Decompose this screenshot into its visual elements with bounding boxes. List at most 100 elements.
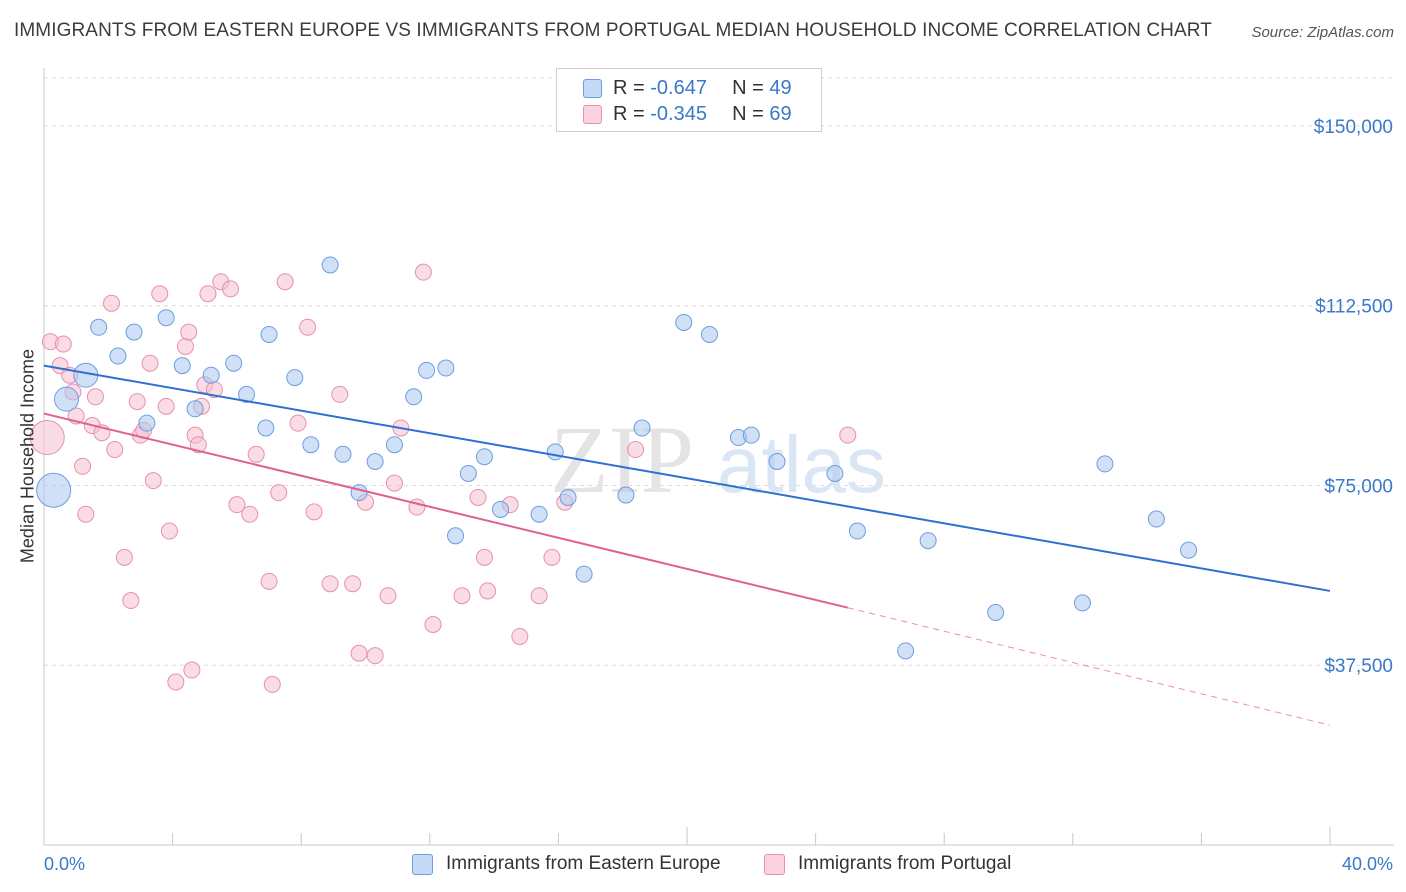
data-point-eastern-europe <box>742 426 760 444</box>
stats-pink-n-value: 69 <box>769 103 792 125</box>
trend-line-eastern-europe <box>43 364 1331 592</box>
data-point-portugal <box>160 522 178 540</box>
data-point-portugal <box>453 587 471 605</box>
data-point-portugal <box>157 397 175 415</box>
axes <box>43 68 1394 846</box>
data-point-eastern-europe <box>1096 455 1114 473</box>
data-point-eastern-europe <box>157 309 175 327</box>
data-point-eastern-europe <box>987 604 1005 622</box>
data-point-portugal <box>54 335 72 353</box>
stats-blue-n-label: N = <box>732 77 764 99</box>
x-tick-label: 0.0% <box>44 854 85 874</box>
data-point-eastern-europe <box>350 484 368 502</box>
stats-pink-n-label: N = <box>732 103 764 125</box>
data-point-portugal <box>241 505 259 523</box>
data-point-portugal <box>228 496 246 514</box>
trend-lines <box>43 364 1331 726</box>
data-point-eastern-europe <box>1073 594 1091 612</box>
stats-blue-r-value: -0.647 <box>650 77 707 99</box>
chart-title: IMMIGRANTS FROM EASTERN EUROPE VS IMMIGR… <box>14 20 1212 41</box>
data-point-portugal <box>77 505 95 523</box>
legend-label-portugal: Immigrants from Portugal <box>798 853 1012 874</box>
data-point-eastern-europe <box>225 354 243 372</box>
stats-blue-n-value: 49 <box>769 77 792 99</box>
data-point-portugal <box>29 420 65 456</box>
data-point-portugal <box>115 548 133 566</box>
data-point-eastern-europe <box>701 325 719 343</box>
data-point-portugal <box>74 457 92 475</box>
data-point-portugal <box>221 280 239 298</box>
data-point-eastern-europe <box>559 488 577 506</box>
tick-labels: $37,500 $75,000 $112,500 $150,000 0.0% 40.0% <box>44 117 1393 874</box>
stats-swatch-pink <box>583 105 602 124</box>
data-point-portugal <box>344 575 362 593</box>
data-point-portugal <box>379 587 397 605</box>
data-point-portugal <box>530 587 548 605</box>
stats-pink-r-value: -0.345 <box>650 103 707 125</box>
data-point-portugal <box>106 441 124 459</box>
data-point-eastern-europe <box>492 500 510 518</box>
data-point-eastern-europe <box>54 386 80 412</box>
data-point-portugal <box>289 414 307 432</box>
data-point-portugal <box>424 615 442 633</box>
data-point-portugal <box>543 548 561 566</box>
data-point-portugal <box>276 273 294 291</box>
data-point-eastern-europe <box>1147 510 1165 528</box>
data-point-eastern-europe <box>575 565 593 583</box>
data-point-portugal <box>469 488 487 506</box>
data-point-eastern-europe <box>418 361 436 379</box>
data-point-eastern-europe <box>321 256 339 274</box>
stats-swatch-blue <box>583 79 602 98</box>
y-tick-label: $75,000 <box>1324 476 1393 497</box>
trend-line-portugal <box>43 412 848 609</box>
data-point-eastern-europe <box>257 419 275 437</box>
data-point-portugal <box>86 388 104 406</box>
data-point-portugal <box>189 436 207 454</box>
data-point-eastern-europe <box>238 385 256 403</box>
data-point-portugal <box>479 582 497 600</box>
data-point-portugal <box>475 548 493 566</box>
data-point-eastern-europe <box>173 357 191 375</box>
data-point-eastern-europe <box>138 414 156 432</box>
data-point-portugal <box>260 572 278 590</box>
data-point-portugal <box>103 294 121 312</box>
data-point-eastern-europe <box>437 359 455 377</box>
data-point-portugal <box>385 474 403 492</box>
legend-label-eastern-europe: Immigrants from Eastern Europe <box>446 853 721 874</box>
data-point-eastern-europe <box>675 313 693 331</box>
data-point-portugal <box>350 644 368 662</box>
data-point-portugal <box>122 592 140 610</box>
data-point-eastern-europe <box>768 453 786 470</box>
data-point-portugal <box>511 627 529 645</box>
stats-blue-r-label: R = <box>613 77 645 99</box>
data-point-eastern-europe <box>36 472 72 508</box>
data-point-eastern-europe <box>302 436 320 454</box>
source-note: Source: ZipAtlas.com <box>1251 24 1394 41</box>
data-point-eastern-europe <box>897 642 915 660</box>
x-tick-label: 40.0% <box>1342 854 1393 874</box>
data-point-portugal <box>199 285 217 303</box>
data-point-portugal <box>366 647 384 665</box>
data-point-portugal <box>144 472 162 490</box>
data-point-portugal <box>151 285 169 303</box>
data-point-eastern-europe <box>260 325 278 343</box>
trend-line-portugal-extrapolated <box>847 607 1331 726</box>
data-point-eastern-europe <box>459 464 477 482</box>
watermark: ZIP atlas <box>550 406 886 513</box>
data-point-portugal <box>141 354 159 372</box>
legend-swatch-pink <box>764 854 785 875</box>
data-point-portugal <box>128 393 146 411</box>
data-point-portugal <box>167 673 185 691</box>
data-point-portugal <box>176 337 194 355</box>
data-point-eastern-europe <box>546 443 564 461</box>
data-point-eastern-europe <box>530 505 548 523</box>
y-axis-label: Median Household Income <box>17 348 38 564</box>
data-point-portugal <box>270 484 288 502</box>
data-point-eastern-europe <box>405 388 423 406</box>
data-point-portugal <box>839 426 857 444</box>
data-point-eastern-europe <box>475 448 493 466</box>
legend-swatch-blue <box>412 854 433 875</box>
data-point-portugal <box>263 675 281 693</box>
y-tick-label: $150,000 <box>1314 117 1393 138</box>
